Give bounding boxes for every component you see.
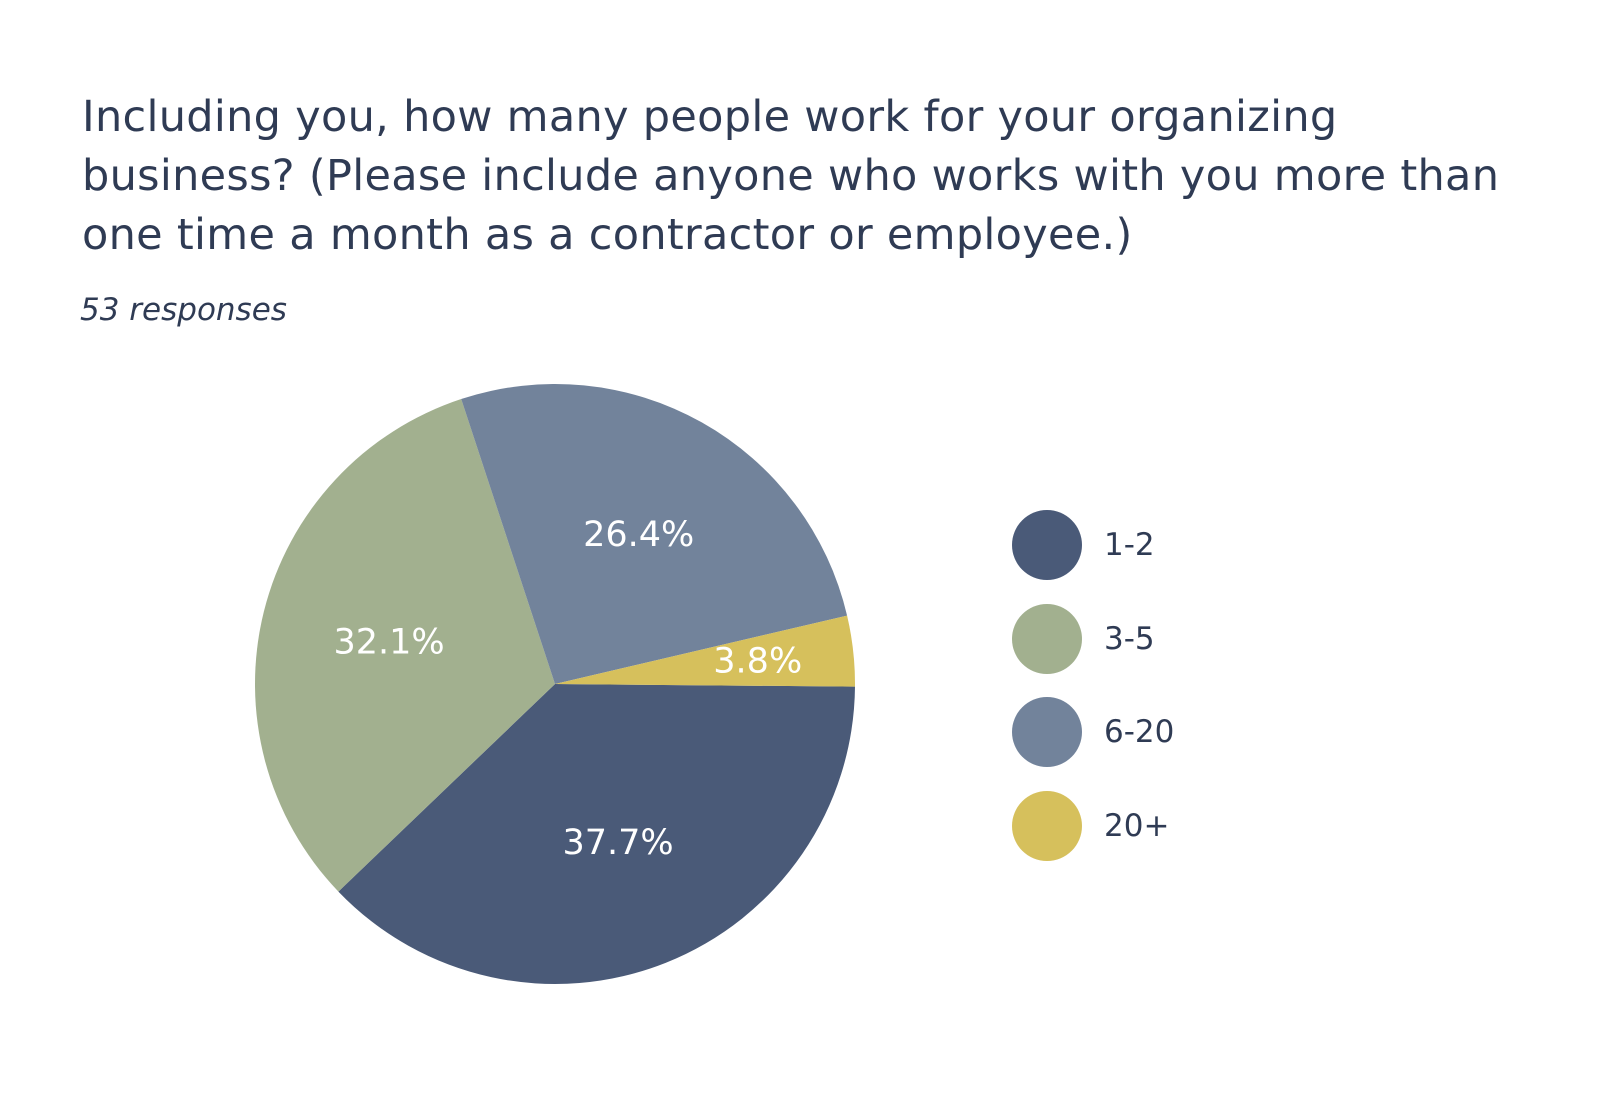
legend-swatch <box>1012 510 1082 580</box>
slice-label: 37.7% <box>562 823 673 863</box>
pie-slice-6-20 <box>461 384 848 684</box>
legend-item: 6-20 <box>1012 697 1174 767</box>
pie-slice-1-2 <box>338 684 855 985</box>
legend-item: 1-2 <box>1012 510 1174 580</box>
legend-swatch <box>1012 697 1082 767</box>
pie-slice-20+ <box>555 615 855 687</box>
slice-label: 26.4% <box>583 515 694 555</box>
legend-label: 1-2 <box>1104 527 1155 563</box>
slice-label: 3.8% <box>713 641 802 681</box>
legend-label: 6-20 <box>1104 714 1175 750</box>
legend-item: 3-5 <box>1012 603 1174 674</box>
slice-label: 32.1% <box>333 623 444 663</box>
legend-swatch <box>1012 603 1082 674</box>
legend-item: 20+ <box>1012 790 1174 861</box>
legend-label: 20+ <box>1104 807 1170 844</box>
pie-slice-3-5 <box>254 399 556 892</box>
chart-title: Including you, how many people work for … <box>82 92 1500 260</box>
legend: 1-2 3-5 6-20 20+ <box>1012 510 1174 884</box>
legend-label: 3-5 <box>1104 620 1155 657</box>
pie-chart: 37.7% 32.1% 26.4% 3.8% <box>254 384 855 985</box>
response-count: 53 responses <box>80 292 287 328</box>
legend-swatch <box>1012 790 1082 861</box>
